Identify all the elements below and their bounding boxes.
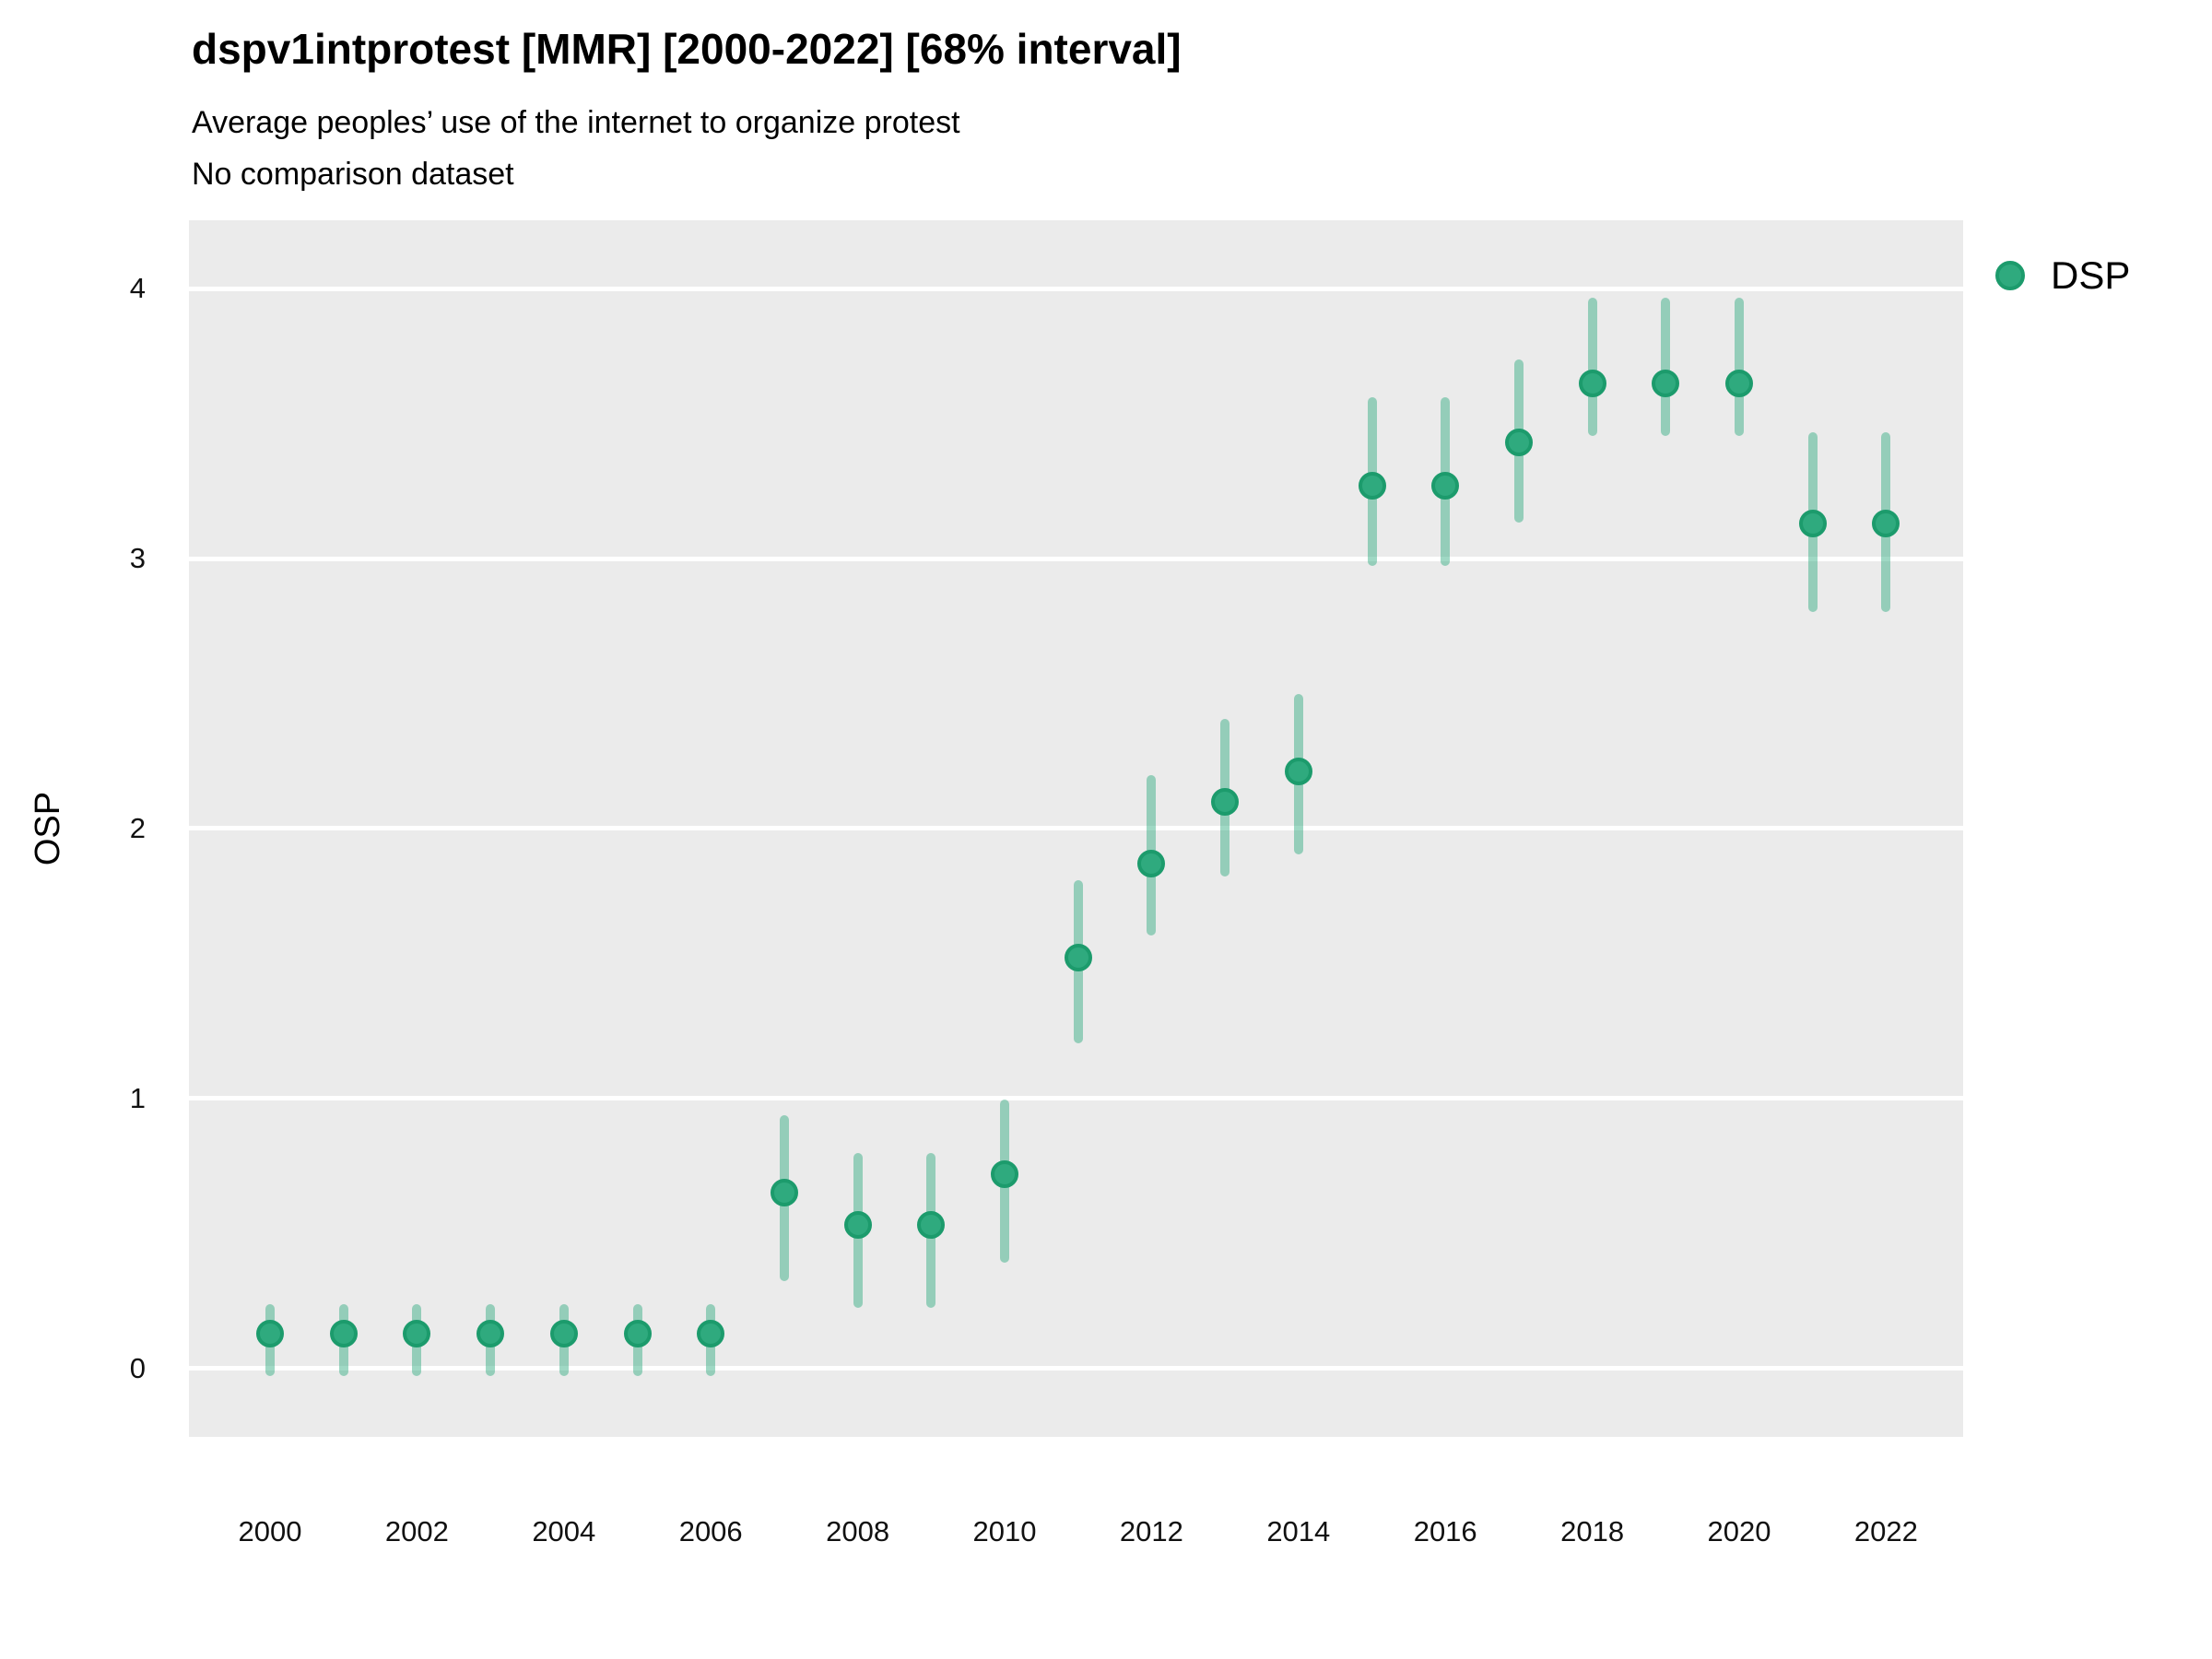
- chart-note: No comparison dataset: [192, 157, 514, 192]
- y-tick-label-3: 3: [129, 542, 146, 574]
- legend-label: DSP: [2051, 253, 2131, 297]
- x-tick-label-2012: 2012: [1119, 1515, 1183, 1547]
- x-tick-label-2020: 2020: [1707, 1515, 1771, 1547]
- data-point-2022: [1872, 509, 1900, 537]
- x-tick-label-2022: 2022: [1853, 1515, 1918, 1547]
- gridline-y-1: [189, 1096, 1963, 1101]
- data-point-2011: [1064, 944, 1092, 972]
- x-tick-label-2016: 2016: [1413, 1515, 1477, 1547]
- legend-point-icon: [1995, 261, 2025, 290]
- data-point-2016: [1431, 471, 1460, 500]
- y-tick-label-1: 1: [129, 1081, 146, 1114]
- x-tick-label-2000: 2000: [238, 1515, 302, 1547]
- data-point-2001: [329, 1319, 358, 1347]
- gridline-y-0: [189, 1366, 1963, 1371]
- legend: DSP: [1995, 253, 2198, 309]
- x-tick-label-2018: 2018: [1560, 1515, 1625, 1547]
- gridline-y-4: [189, 286, 1963, 291]
- data-point-2018: [1578, 369, 1606, 397]
- x-tick-label-2004: 2004: [532, 1515, 596, 1547]
- data-point-2017: [1504, 429, 1533, 457]
- data-point-2015: [1358, 471, 1386, 500]
- plot-panel: [189, 220, 1963, 1437]
- data-point-2006: [697, 1319, 725, 1347]
- data-point-2010: [991, 1159, 1018, 1188]
- y-tick-label-4: 4: [129, 272, 146, 305]
- x-tick-label-2002: 2002: [384, 1515, 449, 1547]
- data-point-2003: [477, 1319, 505, 1347]
- data-point-2002: [403, 1319, 431, 1347]
- interval-bar-2020: [1735, 297, 1744, 437]
- interval-bar-2018: [1587, 297, 1597, 437]
- data-point-2019: [1652, 369, 1680, 397]
- data-point-2021: [1798, 509, 1827, 537]
- x-tick-label-2008: 2008: [826, 1515, 890, 1547]
- data-point-2020: [1725, 369, 1753, 397]
- x-tick-label-2010: 2010: [972, 1515, 1037, 1547]
- data-point-2000: [256, 1319, 284, 1347]
- data-point-2005: [623, 1319, 652, 1347]
- chart-subtitle: Average peoples’ use of the internet to …: [192, 105, 960, 140]
- y-tick-label-2: 2: [129, 811, 146, 844]
- interval-bar-2019: [1661, 297, 1671, 437]
- data-point-2004: [549, 1319, 578, 1347]
- data-point-2014: [1284, 758, 1312, 786]
- data-point-2007: [770, 1179, 798, 1207]
- data-point-2012: [1137, 849, 1166, 877]
- y-tick-label-0: 0: [129, 1351, 146, 1384]
- gridline-y-2: [189, 826, 1963, 831]
- data-point-2009: [917, 1211, 946, 1240]
- x-tick-label-2014: 2014: [1266, 1515, 1331, 1547]
- data-point-2008: [843, 1211, 872, 1240]
- gridline-y-3: [189, 556, 1963, 561]
- data-point-2013: [1211, 787, 1240, 816]
- chart-title: dspv1intprotest [MMR] [2000-2022] [68% i…: [192, 25, 1182, 73]
- x-tick-label-2006: 2006: [678, 1515, 743, 1547]
